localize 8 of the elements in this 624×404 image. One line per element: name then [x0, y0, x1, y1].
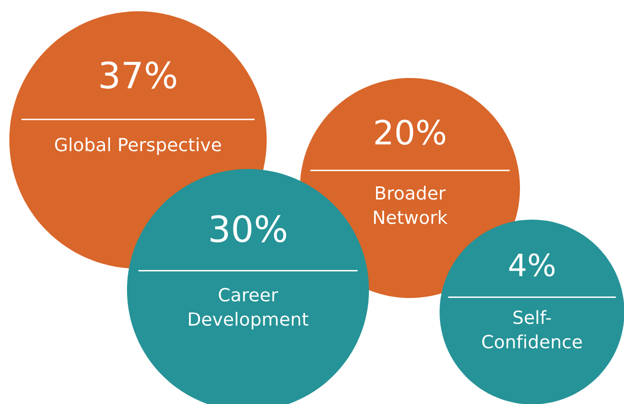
data-label: 30% [210, 215, 286, 242]
category-label: Global Perspective [55, 137, 221, 155]
data-label: 37% [100, 61, 176, 89]
category-label: Self- Confidence [482, 310, 582, 348]
data-label: 20% [375, 120, 446, 145]
data-label: 4% [509, 253, 555, 277]
category-label: Broader Network [374, 186, 448, 224]
category-label: Career Development [188, 288, 308, 330]
